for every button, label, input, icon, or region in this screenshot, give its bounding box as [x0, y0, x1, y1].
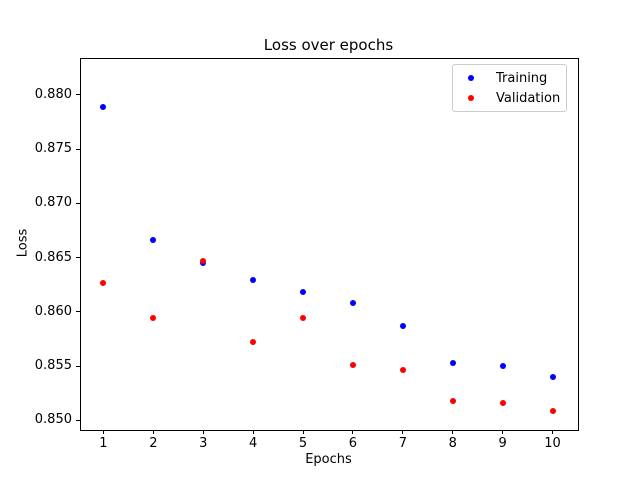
x-tick-mark	[202, 430, 204, 434]
x-tick-label: 4	[249, 436, 258, 451]
training-point	[300, 289, 307, 296]
validation-point	[499, 399, 506, 406]
y-tick-label: 0.880	[34, 86, 72, 102]
x-tick-mark	[102, 430, 104, 434]
validation-point	[250, 339, 257, 346]
validation-point	[150, 315, 157, 322]
validation-point	[200, 257, 207, 264]
x-tick-label: 5	[298, 436, 308, 451]
y-tick-label: 0.855	[34, 358, 72, 374]
validation-point	[100, 279, 107, 286]
x-tick-label: 1	[99, 436, 108, 451]
training-point	[449, 359, 456, 366]
y-tick-mark	[76, 202, 80, 204]
y-tick-label: 0.870	[34, 195, 72, 211]
y-tick-mark	[76, 311, 80, 313]
legend-label-training: Training	[496, 70, 548, 86]
training-point	[499, 363, 506, 370]
y-tick-mark	[76, 365, 80, 367]
validation-point	[549, 407, 556, 414]
validation-point	[300, 315, 307, 322]
legend-item-validation: Validation	[453, 88, 566, 108]
plot-area	[80, 58, 579, 431]
x-tick-mark	[552, 430, 554, 434]
validation-point	[399, 367, 406, 374]
training-point	[150, 237, 157, 244]
training-point	[349, 300, 356, 307]
y-tick-label: 0.865	[34, 249, 72, 265]
x-axis-label: Epochs	[305, 452, 352, 467]
validation-point	[349, 361, 356, 368]
y-tick-label: 0.850	[34, 412, 72, 428]
x-tick-label: 2	[149, 436, 158, 451]
x-tick-label: 9	[498, 436, 507, 451]
training-point	[250, 277, 257, 284]
training-point	[549, 373, 556, 380]
training-point	[100, 103, 107, 110]
x-tick-mark	[502, 430, 504, 434]
x-tick-label: 6	[348, 436, 358, 451]
y-tick-mark	[76, 419, 80, 421]
x-tick-mark	[252, 430, 254, 434]
validation-point	[449, 397, 456, 404]
training-marker-icon	[468, 75, 474, 81]
y-tick-mark	[76, 257, 80, 259]
y-tick-label: 0.875	[34, 141, 72, 157]
y-tick-mark	[76, 148, 80, 150]
x-tick-mark	[452, 430, 454, 434]
validation-marker-icon	[468, 95, 474, 101]
training-point	[399, 322, 406, 329]
x-tick-label: 7	[398, 436, 407, 451]
x-tick-label: 10	[544, 436, 561, 451]
x-tick-mark	[402, 430, 404, 434]
legend-label-validation: Validation	[496, 90, 561, 106]
x-tick-mark	[302, 430, 304, 434]
x-tick-label: 3	[199, 436, 208, 451]
x-tick-label: 8	[448, 436, 457, 451]
y-tick-label: 0.860	[34, 303, 72, 319]
chart-title: Loss over epochs	[263, 36, 394, 54]
legend-item-training: Training	[453, 68, 566, 88]
x-tick-mark	[352, 430, 354, 434]
y-tick-mark	[76, 94, 80, 96]
x-tick-mark	[152, 430, 154, 434]
legend: Training Validation	[452, 64, 567, 112]
